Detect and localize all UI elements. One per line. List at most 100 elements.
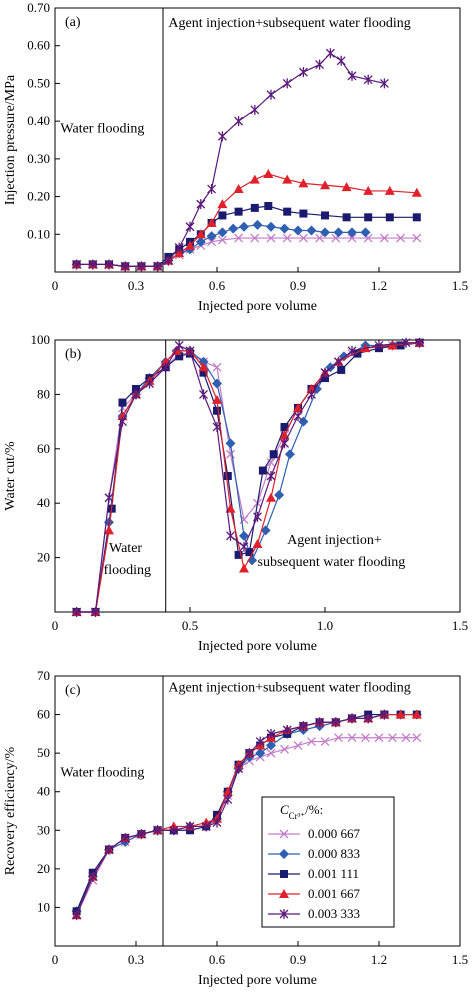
data-point (88, 259, 98, 270)
data-point (185, 240, 195, 250)
series-5 (72, 48, 389, 272)
x-tick-label: 0 (52, 952, 59, 967)
data-point (320, 180, 330, 190)
data-point (388, 733, 397, 743)
data-point (282, 78, 292, 89)
legend-label: 0.003 333 (308, 906, 360, 921)
panel-label: (b) (65, 347, 82, 362)
y-axis-title: Recovery efficiency/% (3, 746, 18, 875)
data-point (283, 207, 292, 216)
x-axis-title: Injected pore volume (198, 639, 317, 654)
series-2 (71, 219, 371, 272)
annotation: Water flooding (60, 121, 144, 136)
data-point (253, 511, 262, 522)
data-point (212, 362, 222, 372)
data-point (299, 209, 308, 218)
y-tick-label: 0.70 (27, 0, 50, 15)
x-tick-label: 0.6 (209, 278, 226, 293)
data-point (206, 231, 217, 242)
data-point (374, 340, 384, 351)
legend-entry-5: 0.003 333 (268, 906, 360, 921)
data-point (174, 242, 184, 253)
data-point (233, 184, 244, 194)
data-point (279, 430, 290, 440)
x-tick-label: 1.0 (317, 618, 333, 633)
data-point (131, 389, 141, 400)
y-tick-label: 60 (37, 707, 50, 722)
data-point (153, 261, 163, 272)
data-point (298, 721, 308, 732)
x-axis-title: Injected pore volume (198, 973, 317, 988)
data-point (341, 182, 352, 192)
plot-frame (54, 7, 461, 273)
data-point (331, 717, 341, 728)
data-point (379, 78, 389, 89)
legend-entry-4: 0.001 667 (268, 886, 361, 901)
data-point (263, 168, 274, 178)
data-point (401, 337, 411, 348)
annotation: Water flooding (60, 765, 144, 780)
data-point (282, 233, 292, 243)
data-point (212, 394, 222, 404)
series-5 (72, 709, 389, 921)
legend-marker (279, 849, 289, 859)
data-point (212, 422, 222, 433)
legend-title: CCr³⁺/%: (280, 802, 323, 821)
data-point (250, 104, 260, 115)
data-point (266, 233, 276, 243)
series-3 (72, 338, 424, 616)
y-tick-label: 60 (37, 441, 50, 456)
data-point (347, 70, 357, 81)
data-point (347, 345, 357, 356)
data-point (213, 406, 221, 415)
legend-entry-1: 0.000 667 (268, 826, 361, 841)
data-point (333, 227, 344, 238)
data-point (255, 748, 266, 759)
data-point (347, 233, 357, 243)
plot-frame (54, 339, 461, 613)
data-point (217, 131, 227, 142)
data-point (269, 450, 278, 459)
data-point (415, 337, 424, 348)
legend-frame (261, 796, 395, 928)
data-point (195, 229, 206, 239)
data-point (306, 225, 317, 236)
series-5 (72, 337, 424, 617)
data-point (225, 438, 236, 449)
data-point (175, 352, 184, 361)
data-point (280, 744, 289, 754)
y-tick-label: 40 (37, 495, 50, 510)
data-point (195, 236, 206, 247)
data-point (307, 737, 316, 747)
data-point (264, 202, 273, 210)
data-point (245, 548, 254, 557)
chart-panel-1: 0 0.3 0.6 0.9 1.2 1.5 0.10 0.20 0.30 0.40 0.50 0.60… (3, 0, 468, 314)
data-point (342, 213, 351, 222)
x-tick-label: 1.5 (452, 952, 468, 967)
data-point (385, 213, 394, 222)
chart-panel-2: 0 0.5 1.0 1.5 20 40 60 80 100 Injected pore volum… (3, 332, 468, 654)
data-point (279, 223, 290, 234)
data-point (274, 490, 285, 501)
data-point (239, 563, 249, 573)
data-point (315, 59, 325, 70)
data-point (250, 233, 260, 243)
data-point (266, 728, 276, 739)
data-point (293, 740, 303, 750)
data-point (412, 233, 422, 243)
data-point (293, 225, 303, 236)
data-point (185, 345, 195, 356)
x-tick-label: 0 (52, 618, 59, 633)
data-point (217, 227, 228, 238)
data-point (118, 416, 127, 427)
data-point (223, 794, 233, 805)
data-point (104, 525, 114, 535)
y-tick-label: 40 (37, 784, 50, 799)
data-point (153, 825, 163, 836)
data-point (136, 261, 146, 272)
legend-label: 0.001 667 (308, 886, 361, 901)
data-point (293, 411, 303, 422)
data-point (363, 185, 374, 195)
data-point (120, 261, 130, 272)
data-point (387, 340, 398, 350)
